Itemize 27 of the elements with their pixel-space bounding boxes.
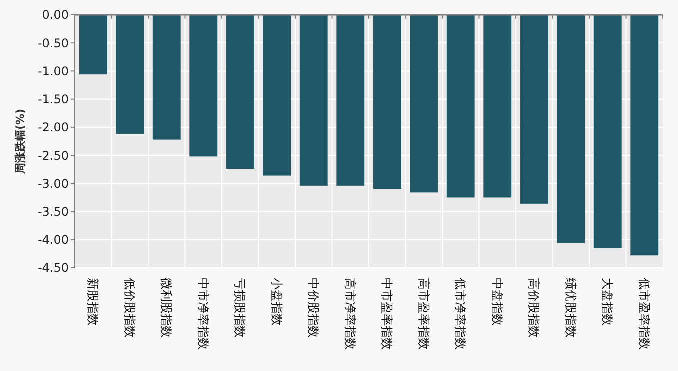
x-tick-label: 大盘指数 — [600, 278, 615, 326]
y-tick-label: -4.50 — [38, 261, 69, 276]
x-tick-label: 低市盈率指数 — [637, 278, 652, 350]
y-tick-label: 0.00 — [42, 8, 69, 22]
x-tick-label: 绩优股指数 — [564, 278, 578, 338]
x-tick-label: 亏损股指数 — [233, 278, 248, 338]
x-tick-label: 微利股指数 — [160, 278, 174, 338]
y-tick-label: -3.00 — [38, 176, 69, 191]
x-tick-label: 中盘指数 — [490, 278, 504, 326]
y-axis-title: 周涨跌幅(%) — [14, 108, 27, 176]
x-tick-label: 低价股指数 — [122, 278, 137, 338]
y-tick-label: -3.50 — [38, 204, 69, 219]
x-tick-label: 中市盈率指数 — [380, 278, 394, 350]
y-tick-label: -2.50 — [38, 148, 69, 163]
x-tick-label: 中价股指数 — [306, 278, 321, 338]
y-tick-label: -4.00 — [38, 233, 69, 248]
y-tick-label: -1.00 — [38, 64, 69, 78]
x-tick-label: 高价股指数 — [527, 278, 542, 338]
x-tick-label: 中市净率指数 — [196, 278, 210, 350]
x-tick-label: 高市净率指数 — [343, 278, 358, 350]
x-tick-label: 小盘指数 — [270, 278, 284, 326]
x-tick-label: 新股指数 — [86, 278, 100, 326]
y-tick-label: -1.50 — [38, 92, 69, 107]
x-tick-label: 低市净率指数 — [454, 278, 468, 350]
x-tick-label: 高市盈率指数 — [416, 278, 431, 350]
y-tick-label: -0.50 — [38, 36, 69, 50]
y-tick-label: -2.00 — [38, 120, 69, 135]
